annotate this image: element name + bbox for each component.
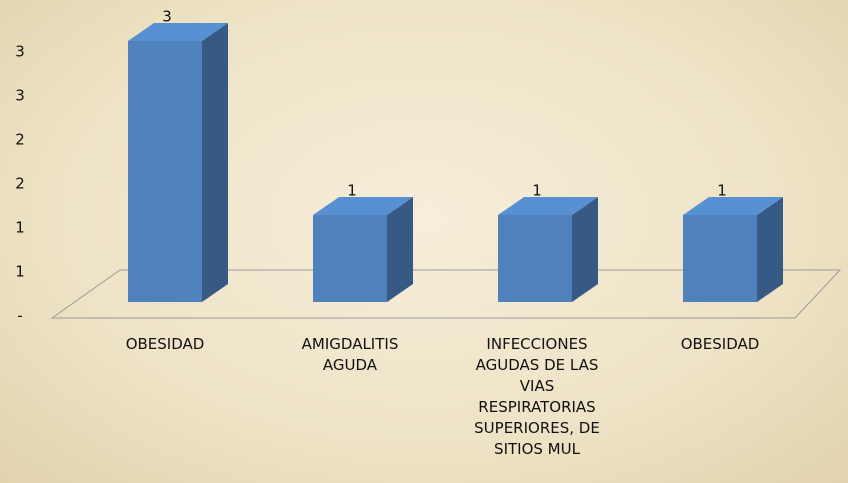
data-label: 1 <box>717 182 727 200</box>
bar-front <box>128 41 202 302</box>
bar-front <box>498 215 572 302</box>
x-tick-label: OBESIDAD <box>680 335 760 353</box>
bar <box>128 23 228 302</box>
y-tick-label: 1 <box>15 219 25 237</box>
data-label: 3 <box>162 8 172 26</box>
floor <box>50 269 842 319</box>
bar-top <box>128 23 228 41</box>
bar-top <box>498 197 598 215</box>
y-tick-label: 2 <box>15 131 25 149</box>
bar-front <box>313 215 387 302</box>
y-tick-label: 3 <box>15 87 25 105</box>
x-tick-label: OBESIDAD <box>125 335 205 353</box>
y-tick-label: 1 <box>15 263 25 281</box>
bar-side <box>202 23 228 302</box>
x-tick-label: AMIGDALITIS AGUDA <box>301 335 399 374</box>
bar-side <box>572 197 598 302</box>
bar-top <box>313 197 413 215</box>
data-label: 1 <box>347 182 357 200</box>
x-tick-label: INFECCIONES AGUDAS DE LAS VIAS RESPIRATO… <box>474 335 600 458</box>
bar-side <box>757 197 783 302</box>
bar-top <box>683 197 783 215</box>
y-tick-label: - <box>17 307 22 325</box>
bar <box>498 197 598 302</box>
y-tick-label: 2 <box>15 175 25 193</box>
y-tick-label: 3 <box>15 43 25 61</box>
bar-side <box>387 197 413 302</box>
bar <box>313 197 413 302</box>
bar <box>683 197 783 302</box>
bar-front <box>683 215 757 302</box>
data-label: 1 <box>532 182 542 200</box>
